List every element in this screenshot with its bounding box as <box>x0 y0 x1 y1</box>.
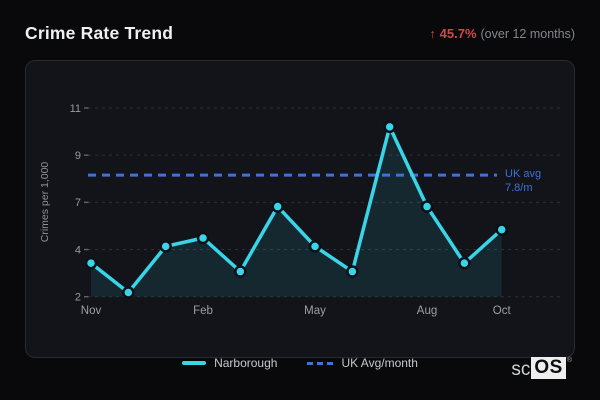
data-point-feb[interactable] <box>196 231 210 245</box>
legend-item-narborough[interactable]: Narborough <box>182 356 277 370</box>
x-tick-label: Aug <box>417 305 437 317</box>
scos-logo-box: OS <box>531 357 566 379</box>
header: Crime Rate Trend ↑ 45.7% (over 12 months… <box>25 20 575 46</box>
crime-trend-chart: 2 4 7 9 11 UK avg 7.8/m Nov Feb May Aug Oct Crimes p… <box>39 103 560 317</box>
legend-label: UK Avg/month <box>341 356 418 370</box>
y-tick-label: 9 <box>75 150 81 162</box>
y-tick-label: 11 <box>70 103 81 115</box>
data-point-mar[interactable] <box>234 265 247 278</box>
y-tick-label: 2 <box>75 292 81 304</box>
uk-avg-line-swatch <box>307 361 334 365</box>
data-point-nov[interactable] <box>84 256 98 270</box>
scos-logo: sc OS ® <box>511 357 572 381</box>
narborough-area <box>91 126 502 297</box>
uk-avg-annotation: UK avg <box>505 168 541 180</box>
trend-stat: ↑ 45.7% (over 12 months) <box>429 26 575 41</box>
narborough-line-swatch <box>182 361 207 365</box>
trend-stat-value: 45.7% <box>439 25 477 41</box>
x-tick-label: Nov <box>81 305 102 317</box>
trend-stat-context: (over 12 months) <box>480 26 575 41</box>
y-tick-label: 4 <box>75 244 81 256</box>
data-point-apr[interactable] <box>271 200 284 213</box>
x-tick-label: May <box>304 305 326 317</box>
y-axis-title: Crimes per 1,000 <box>39 162 51 243</box>
x-tick-label: Feb <box>193 305 213 317</box>
y-tick-label: 7 <box>75 197 81 209</box>
scos-logo-prefix: sc <box>511 359 531 380</box>
data-point-sep[interactable] <box>458 256 471 270</box>
legend-label: Narborough <box>214 356 278 370</box>
up-arrow-icon: ↑ <box>429 26 436 41</box>
data-point-may[interactable] <box>308 240 322 253</box>
data-point-dec[interactable] <box>122 286 135 299</box>
legend-item-uk-avg[interactable]: UK Avg/month <box>307 356 418 370</box>
chart-card <box>25 60 575 358</box>
data-point-jan[interactable] <box>159 240 172 253</box>
data-point-aug[interactable] <box>420 200 434 213</box>
chart-legend: Narborough UK Avg/month <box>0 354 600 372</box>
data-point-oct[interactable] <box>495 223 508 236</box>
page-title: Crime Rate Trend <box>25 22 174 43</box>
data-point-jun[interactable] <box>346 265 359 278</box>
data-point-jul[interactable] <box>383 120 396 134</box>
narborough-line <box>89 125 504 295</box>
x-tick-label: Oct <box>493 305 512 317</box>
uk-avg-annotation: 7.8/m <box>505 182 533 194</box>
registered-mark-icon: ® <box>566 357 572 364</box>
